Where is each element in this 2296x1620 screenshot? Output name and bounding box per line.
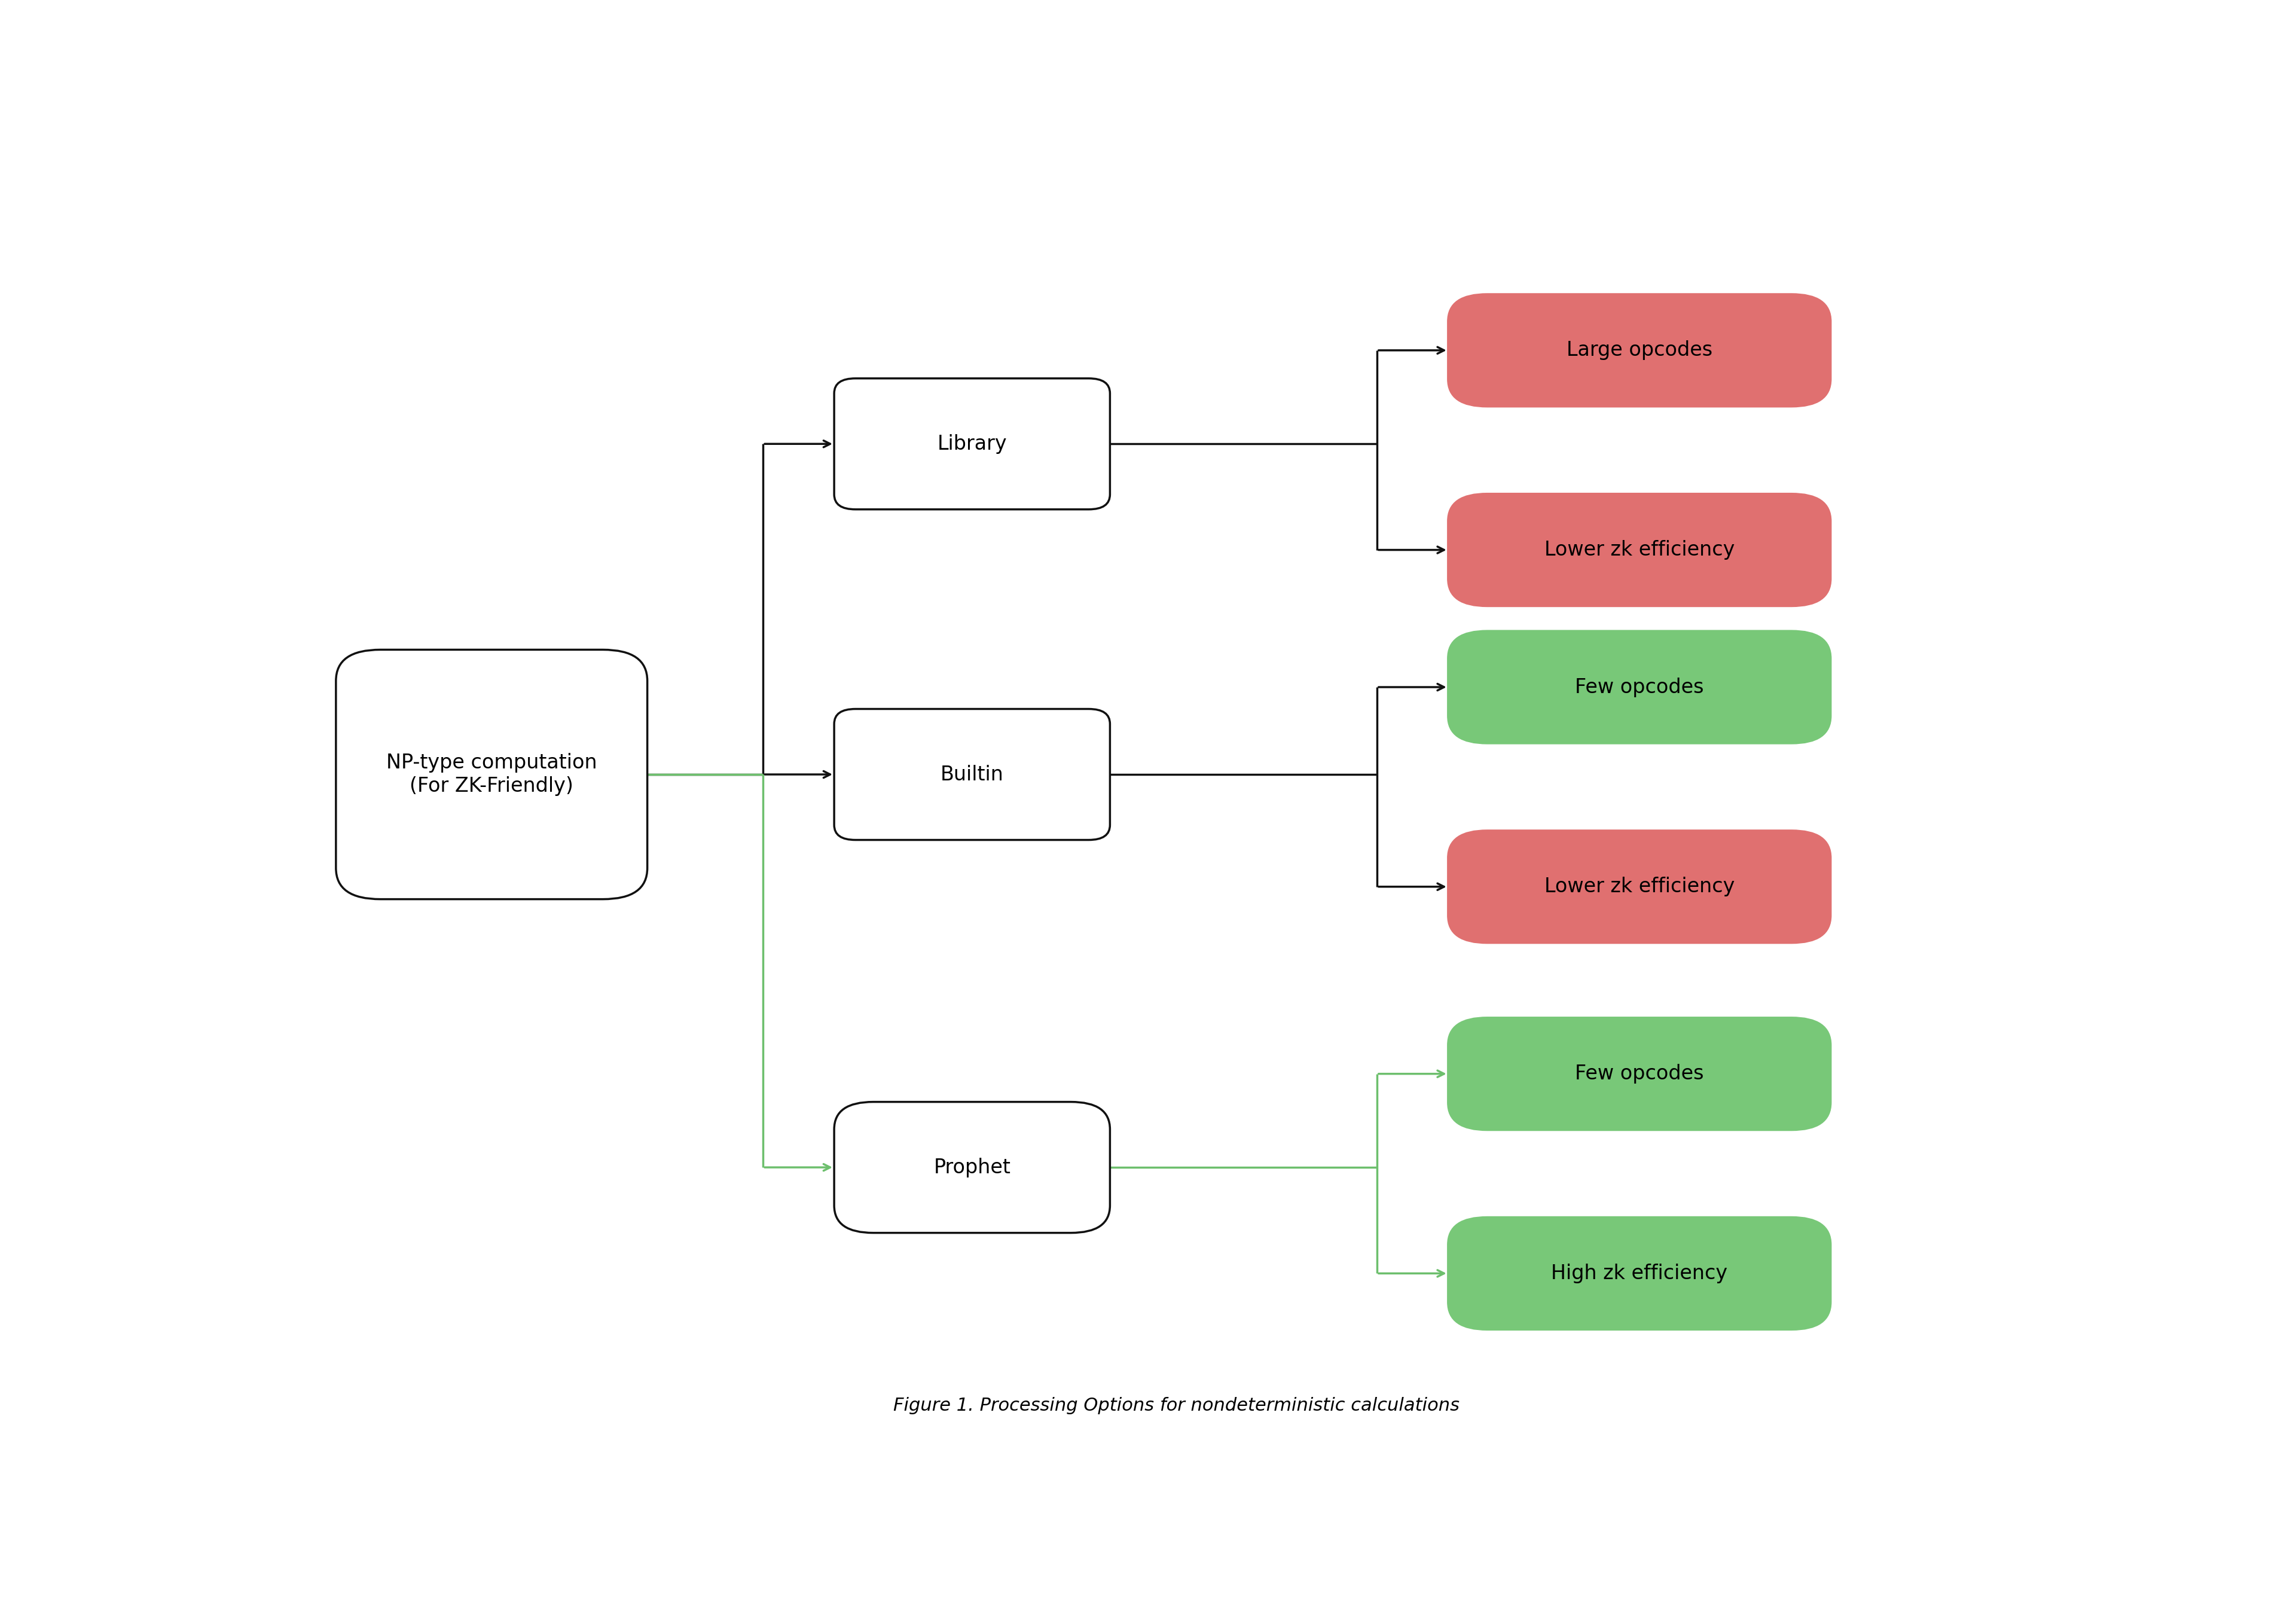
FancyBboxPatch shape [1449, 632, 1830, 744]
FancyBboxPatch shape [833, 379, 1109, 509]
Text: Figure 1. Processing Options for nondeterministic calculations: Figure 1. Processing Options for nondete… [893, 1396, 1460, 1414]
Text: Lower zk efficiency: Lower zk efficiency [1545, 876, 1733, 896]
FancyBboxPatch shape [335, 650, 647, 899]
Text: Large opcodes: Large opcodes [1566, 340, 1713, 360]
FancyBboxPatch shape [1449, 1017, 1830, 1131]
Text: Builtin: Builtin [941, 765, 1003, 784]
Text: Few opcodes: Few opcodes [1575, 677, 1704, 697]
FancyBboxPatch shape [1449, 1217, 1830, 1330]
Text: High zk efficiency: High zk efficiency [1552, 1264, 1727, 1283]
Text: Prophet: Prophet [934, 1158, 1010, 1178]
Text: Lower zk efficiency: Lower zk efficiency [1545, 539, 1733, 561]
FancyBboxPatch shape [833, 1102, 1109, 1233]
Text: Few opcodes: Few opcodes [1575, 1064, 1704, 1084]
Text: NP-type computation
(For ZK-Friendly): NP-type computation (For ZK-Friendly) [386, 753, 597, 795]
Text: Library: Library [937, 434, 1008, 454]
FancyBboxPatch shape [1449, 494, 1830, 606]
FancyBboxPatch shape [1449, 295, 1830, 407]
FancyBboxPatch shape [1449, 831, 1830, 943]
FancyBboxPatch shape [833, 710, 1109, 839]
